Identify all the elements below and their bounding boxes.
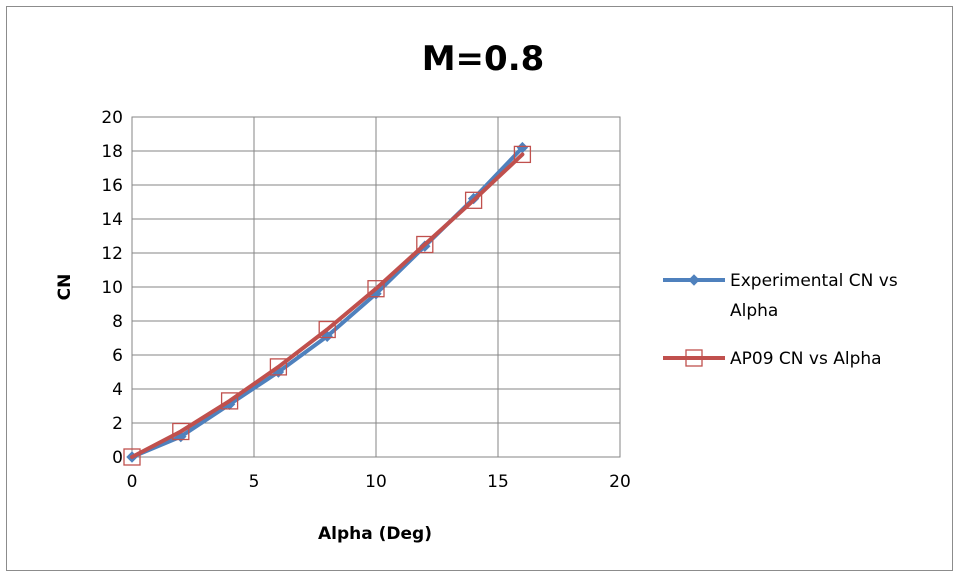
series-line [132, 154, 522, 457]
x-tick-label: 5 [249, 472, 260, 492]
series-2 [124, 146, 530, 465]
legend-item: Experimental CN vs Alpha [663, 271, 898, 321]
y-tick-label: 10 [101, 278, 123, 298]
x-tick-label: 0 [127, 472, 138, 492]
y-tick-label: 2 [112, 414, 123, 434]
y-tick-label: 12 [101, 244, 123, 264]
legend-label: AP09 CN vs Alpha [730, 349, 882, 369]
y-tick-label: 18 [101, 142, 123, 162]
series-1 [127, 143, 527, 462]
y-tick-label: 4 [112, 380, 123, 400]
series-line [132, 148, 522, 457]
legend-marker [689, 275, 699, 285]
series-layer [124, 143, 530, 465]
y-tick-label: 16 [101, 176, 123, 196]
legend-item: AP09 CN vs Alpha [663, 349, 882, 369]
y-tick-label: 14 [101, 210, 123, 230]
legend: Experimental CN vs Alpha AP09 CN vs Alpha [663, 271, 898, 369]
y-axis-title: CN [55, 274, 75, 301]
y-tick-label: 20 [101, 108, 123, 128]
chart-title: M=0.8 [422, 39, 545, 79]
y-tick-label: 6 [112, 346, 123, 366]
x-tick-label: 15 [487, 472, 509, 492]
x-tick-label: 20 [609, 472, 631, 492]
x-axis-title: Alpha (Deg) [318, 524, 432, 544]
legend-label: Experimental CN vs [730, 271, 898, 291]
y-tick-label: 8 [112, 312, 123, 332]
y-tick-label: 0 [112, 448, 123, 468]
legend-label: Alpha [730, 301, 778, 321]
x-tick-label: 10 [365, 472, 387, 492]
